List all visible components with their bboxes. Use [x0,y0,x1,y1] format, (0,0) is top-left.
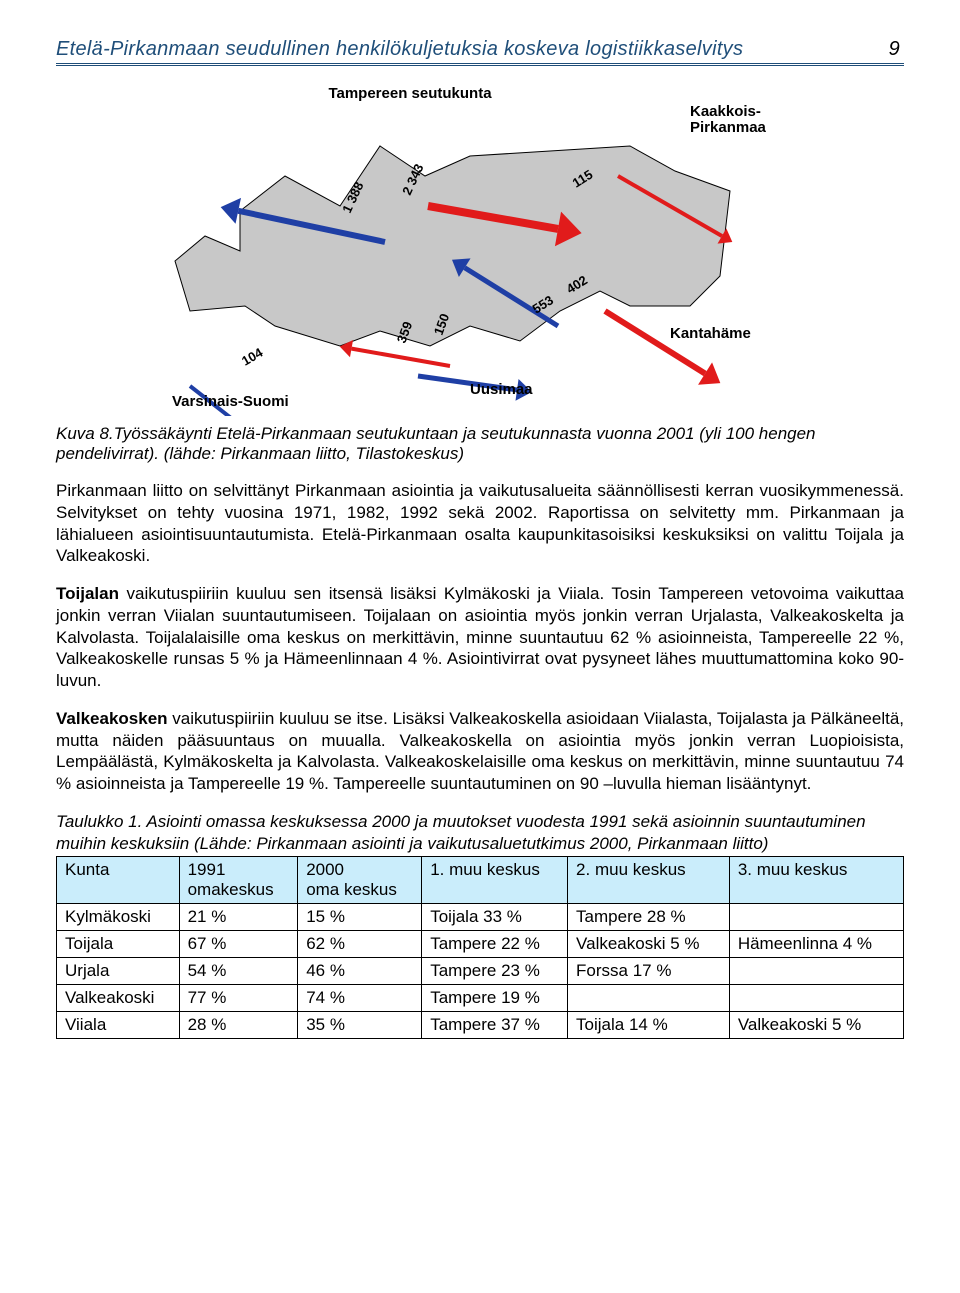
table-row: Urjala54 %46 %Tampere 23 %Forssa 17 % [57,958,904,985]
table-cell: Valkeakoski 5 % [729,1012,903,1039]
svg-text:104: 104 [239,344,266,368]
table-cell: 67 % [179,931,298,958]
svg-text:Tampereen seutukunta: Tampereen seutukunta [328,85,492,102]
table-row: Toijala67 %62 %Tampere 22 %Valkeakoski 5… [57,931,904,958]
table-row: Valkeakoski77 %74 %Tampere 19 % [57,985,904,1012]
svg-text:Kantahäme: Kantahäme [670,325,751,342]
table-header: 1991omakeskus [179,857,298,904]
table-cell: Toijala [57,931,180,958]
table-cell: Urjala [57,958,180,985]
table-cell: Tampere 23 % [422,958,568,985]
paragraph-2: Toijalan vaikutuspiiriin kuuluu sen itse… [56,583,904,692]
table-cell: Tampere 22 % [422,931,568,958]
table-cell: Viiala [57,1012,180,1039]
table-cell: 15 % [298,904,422,931]
table-cell [568,985,730,1012]
table-cell: 62 % [298,931,422,958]
header-title: Etelä-Pirkanmaan seudullinen henkilökulj… [56,38,743,61]
table-cell: Toijala 14 % [568,1012,730,1039]
table-cell: 77 % [179,985,298,1012]
table-cell: Tampere 28 % [568,904,730,931]
paragraph-3: Valkeakosken vaikutuspiiriin kuuluu se i… [56,708,904,795]
table-row: Viiala28 %35 %Tampere 37 %Toijala 14 %Va… [57,1012,904,1039]
table-cell: Tampere 37 % [422,1012,568,1039]
table-cell: 35 % [298,1012,422,1039]
table-cell [729,904,903,931]
table-cell: Kylmäkoski [57,904,180,931]
table-header: 2000oma keskus [298,857,422,904]
table-cell: Forssa 17 % [568,958,730,985]
header-rule [56,63,904,66]
table-cell: 46 % [298,958,422,985]
data-table: Kunta1991omakeskus2000oma keskus1. muu k… [56,856,904,1039]
table-cell: 74 % [298,985,422,1012]
table-cell: Toijala 33 % [422,904,568,931]
header-page-number: 9 [889,38,904,61]
table-cell: Tampere 19 % [422,985,568,1012]
table-cell: 54 % [179,958,298,985]
table-cell [729,985,903,1012]
paragraph-3-rest: vaikutuspiiriin kuuluu se itse. Lisäksi … [56,709,904,793]
table-cell: Valkeakoski [57,985,180,1012]
table-row: Kylmäkoski21 %15 %Toijala 33 %Tampere 28… [57,904,904,931]
table-header: 1. muu keskus [422,857,568,904]
paragraph-2-bold: Toijalan [56,584,119,603]
paragraph-2-rest: vaikutuspiiriin kuuluu sen itsensä lisäk… [56,584,904,690]
figure-caption: Kuva 8.Työssäkäynti Etelä-Pirkanmaan seu… [56,424,904,464]
table-cell: 21 % [179,904,298,931]
paragraph-1: Pirkanmaan liitto on selvittänyt Pirkanm… [56,480,904,567]
svg-text:Kaakkois-: Kaakkois- [690,103,761,120]
svg-text:Pirkanmaa: Pirkanmaa [690,119,767,136]
table-cell [729,958,903,985]
page-header: Etelä-Pirkanmaan seudullinen henkilökulj… [56,38,904,61]
table-caption: Taulukko 1. Asiointi omassa keskuksessa … [56,811,904,855]
paragraph-3-bold: Valkeakosken [56,709,168,728]
table-header: 2. muu keskus [568,857,730,904]
table-header: Kunta [57,857,180,904]
flow-diagram: 1 3882 343115402553150359104Tampereen se… [130,76,830,416]
table-cell: Valkeakoski 5 % [568,931,730,958]
table-cell: 28 % [179,1012,298,1039]
svg-text:Varsinais-Suomi: Varsinais-Suomi [172,393,289,410]
table-header: 3. muu keskus [729,857,903,904]
table-cell: Hämeenlinna 4 % [729,931,903,958]
svg-text:Uusimaa: Uusimaa [470,381,533,398]
